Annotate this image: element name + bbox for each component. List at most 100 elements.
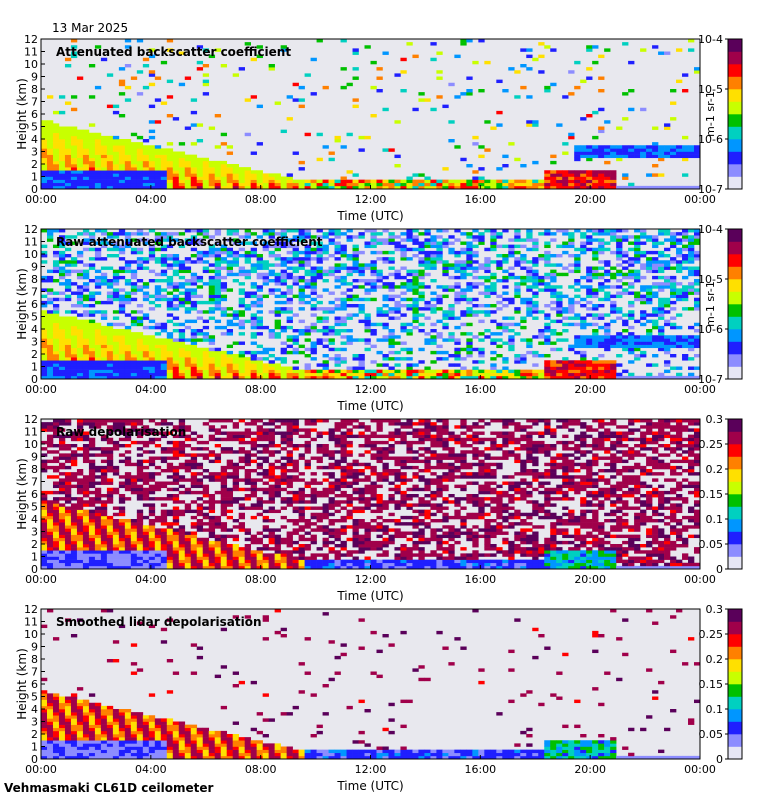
heatmap-cell — [598, 266, 605, 270]
heatmap-cell — [100, 229, 108, 233]
heatmap-cell — [304, 332, 311, 336]
heatmap-cell — [256, 285, 263, 289]
heatmap-cell — [41, 506, 48, 510]
heatmap-cell — [310, 285, 317, 289]
heatmap-cell — [418, 307, 425, 311]
heatmap-cell — [298, 185, 305, 190]
heatmap-cell — [304, 300, 311, 305]
heatmap-cell — [64, 375, 72, 380]
heatmap-cell — [550, 307, 557, 311]
heatmap-cell — [298, 104, 305, 109]
heatmap-cell — [388, 341, 395, 345]
heatmap-cell — [688, 229, 695, 233]
heatmap-cell — [100, 244, 108, 249]
heatmap-cell — [370, 250, 377, 255]
heatmap-cell — [232, 241, 239, 245]
heatmap-cell — [106, 525, 114, 529]
heatmap-cell — [634, 319, 641, 324]
heatmap-cell — [508, 329, 515, 333]
heatmap-cell — [682, 357, 689, 361]
heatmap-cell — [658, 250, 665, 255]
heatmap-cell — [430, 341, 437, 345]
heatmap-cell — [166, 48, 174, 52]
heatmap-cell — [424, 338, 431, 342]
heatmap-cell — [490, 357, 497, 361]
heatmap-cell — [178, 300, 186, 305]
heatmap-cell — [172, 179, 180, 184]
heatmap-cell — [628, 360, 635, 364]
heatmap-cell — [136, 472, 144, 476]
heatmap-cell — [58, 363, 66, 367]
heatmap-cell — [124, 369, 132, 374]
heatmap-cell — [370, 244, 377, 249]
heatmap-cell — [340, 247, 347, 252]
heatmap-cell — [142, 282, 150, 286]
heatmap-cell — [76, 534, 84, 539]
heatmap-cell — [436, 297, 443, 302]
heatmap-cell — [76, 164, 84, 168]
y-tick-label: 2 — [31, 158, 38, 171]
heatmap-cell — [418, 182, 425, 187]
heatmap-cell — [598, 366, 605, 370]
heatmap-cell — [148, 73, 156, 77]
heatmap-cell — [604, 360, 611, 364]
heatmap-cell — [52, 515, 60, 520]
heatmap-cell — [304, 338, 311, 342]
heatmap-cell — [184, 76, 192, 80]
heatmap-cell — [220, 176, 228, 180]
heatmap-cell — [88, 179, 96, 184]
heatmap-cell — [130, 76, 138, 80]
heatmap-cell — [262, 272, 269, 277]
heatmap-cell — [118, 275, 126, 280]
heatmap-cell — [460, 250, 467, 255]
heatmap-cell — [70, 453, 78, 457]
heatmap-cell — [310, 182, 317, 187]
heatmap-cell — [550, 263, 557, 267]
heatmap-cell — [214, 354, 222, 358]
heatmap-cell — [166, 335, 174, 339]
heatmap-cell — [214, 279, 222, 283]
heatmap-cell — [502, 257, 509, 261]
heatmap-cell — [580, 244, 587, 249]
heatmap-cell — [232, 229, 239, 233]
heatmap-cell — [220, 366, 228, 370]
heatmap-cell — [610, 338, 617, 342]
heatmap-cell — [130, 247, 138, 252]
heatmap-cell — [304, 260, 311, 264]
heatmap-cell — [148, 553, 156, 557]
heatmap-cell — [472, 60, 479, 65]
heatmap-cell — [118, 369, 126, 374]
heatmap-cell — [172, 304, 180, 308]
heatmap-cell — [118, 363, 126, 367]
heatmap-cell — [94, 173, 102, 177]
heatmap-cell — [406, 322, 413, 327]
heatmap-cell — [41, 319, 48, 324]
heatmap-cell — [238, 269, 245, 274]
heatmap-cell — [88, 369, 96, 374]
heatmap-cell — [118, 67, 126, 71]
heatmap-cell — [346, 272, 353, 277]
heatmap-cell — [52, 469, 60, 473]
heatmap-cell — [76, 179, 84, 184]
heatmap-cell — [256, 322, 263, 327]
heatmap-cell — [250, 354, 257, 358]
heatmap-cell — [688, 151, 695, 155]
heatmap-cell — [352, 76, 359, 80]
heatmap-cell — [508, 372, 515, 377]
heatmap-cell — [226, 247, 234, 252]
heatmap-cell — [418, 369, 425, 374]
heatmap-cell — [622, 250, 629, 255]
heatmap-cell — [418, 282, 425, 286]
heatmap-cell — [388, 241, 395, 245]
x-tick-label: 00:00 — [25, 383, 57, 396]
heatmap-cell — [70, 565, 78, 570]
heatmap-cell — [406, 329, 413, 333]
heatmap-cell — [220, 167, 228, 171]
heatmap-cell — [214, 164, 222, 168]
heatmap-cell — [466, 313, 473, 317]
heatmap-cell — [52, 182, 60, 187]
heatmap-cell — [490, 126, 497, 130]
heatmap-cell — [688, 257, 695, 261]
heatmap-cell — [244, 98, 251, 102]
heatmap-cell — [220, 332, 228, 336]
